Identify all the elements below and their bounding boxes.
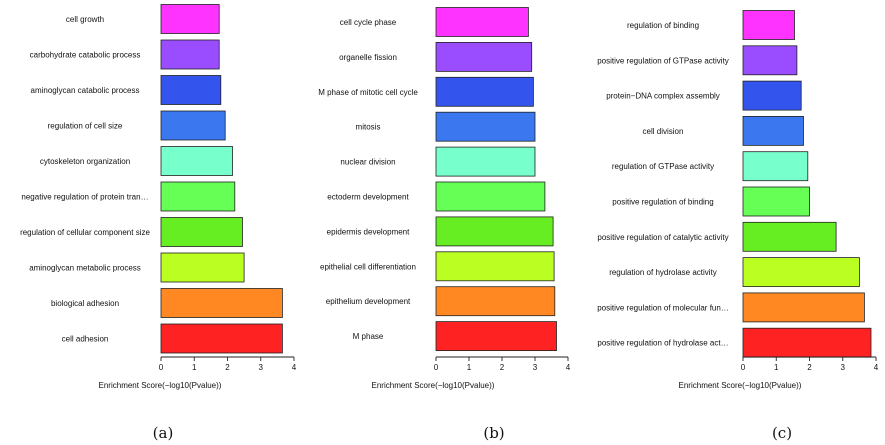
- bar-3: [435, 76, 534, 107]
- bar-10: [742, 327, 872, 358]
- bar-2: [435, 42, 533, 72]
- bar-2: [742, 45, 798, 76]
- category-label: biological adhesion: [51, 299, 119, 308]
- x-tick-label: 4: [292, 363, 297, 372]
- panel-b: cell cycle phase organelle fission M phase…: [318, 7, 571, 442]
- bar-4: [160, 110, 226, 141]
- bar-9: [160, 288, 283, 318]
- bar-4: [742, 116, 804, 146]
- category-label: regulation of cell size: [48, 122, 123, 131]
- x-tick-label: 0: [741, 363, 746, 372]
- bar-10: [160, 323, 283, 354]
- category-label: positive regulation of catalytic activit…: [597, 233, 728, 242]
- category-label: cell adhesion: [62, 335, 109, 344]
- bar-8: [435, 251, 555, 282]
- x-axis-label: Enrichment Score(−log10(Pvalue)): [372, 381, 495, 390]
- category-label: epidermis development: [327, 227, 410, 236]
- category-label: cell division: [643, 127, 684, 136]
- x-tick-label: 4: [874, 363, 879, 372]
- bar-8: [160, 252, 245, 283]
- bar-5: [742, 151, 809, 182]
- bar-6: [160, 181, 236, 212]
- bar-2: [160, 39, 220, 70]
- bar-9: [435, 286, 556, 317]
- x-tick-label: 2: [500, 363, 505, 372]
- category-label: nuclear division: [340, 158, 395, 167]
- category-label: positive regulation of hydrolase act…: [597, 339, 728, 348]
- bar-10: [435, 321, 557, 352]
- bar-7: [160, 217, 243, 247]
- category-label: ectoderm development: [327, 193, 409, 202]
- bar-5: [160, 146, 233, 176]
- category-label: aminoglycan catabolic process: [31, 86, 140, 95]
- panel-c: regulation of binding positive regulation…: [597, 10, 879, 442]
- bar-1: [742, 10, 795, 40]
- category-label: cell growth: [66, 15, 104, 24]
- panel-label: (b): [483, 424, 504, 442]
- bar-6: [742, 186, 810, 217]
- category-label: regulation of binding: [627, 21, 699, 30]
- panel-a: cell growth carbohydrate catabolic proces…: [20, 4, 297, 442]
- bar-8: [742, 257, 860, 288]
- category-label: epithelial cell differentiation: [320, 262, 416, 271]
- x-tick-label: 2: [807, 363, 812, 372]
- x-axis-label: Enrichment Score(−log10(Pvalue)): [679, 381, 802, 390]
- category-label: carbohydrate catabolic process: [30, 51, 141, 60]
- x-tick-label: 1: [467, 363, 472, 372]
- category-label: regulation of GTPase activity: [612, 162, 714, 171]
- category-label: positive regulation of binding: [612, 198, 713, 207]
- category-label: epithelium development: [326, 297, 411, 306]
- x-tick-label: 2: [225, 363, 230, 372]
- category-label: protein−DNA complex assembly: [606, 92, 720, 101]
- bar-4: [435, 111, 536, 142]
- bar-3: [742, 80, 802, 111]
- bar-1: [160, 4, 220, 34]
- category-label: M phase of mitotic cell cycle: [318, 88, 418, 97]
- bar-6: [435, 181, 546, 212]
- category-label: positive regulation of molecular fun…: [597, 303, 729, 312]
- bar-7: [435, 216, 554, 247]
- bar-7: [742, 221, 837, 252]
- bar-5: [435, 146, 536, 177]
- panel-label: (c): [772, 424, 792, 442]
- category-label: organelle fission: [339, 53, 397, 62]
- category-label: positive regulation of GTPase activity: [597, 56, 729, 65]
- panel-label: (a): [153, 424, 174, 442]
- x-tick-label: 4: [566, 363, 571, 372]
- category-label: M phase: [353, 332, 384, 341]
- category-label: regulation of hydrolase activity: [609, 268, 717, 277]
- x-tick-label: 0: [159, 363, 164, 372]
- x-tick-label: 3: [533, 363, 538, 372]
- category-label: mitosis: [356, 123, 381, 132]
- bar-9: [742, 292, 865, 323]
- bar-3: [160, 75, 222, 105]
- x-tick-label: 3: [841, 363, 846, 372]
- category-label: regulation of cellular component size: [20, 228, 150, 237]
- x-tick-label: 1: [774, 363, 779, 372]
- x-tick-label: 0: [434, 363, 439, 372]
- x-tick-label: 1: [192, 363, 197, 372]
- x-axis-label: Enrichment Score(−log10(Pvalue)): [99, 381, 222, 390]
- category-label: negative regulation of protein tran…: [21, 193, 148, 202]
- category-label: cell cycle phase: [340, 18, 397, 27]
- category-label: aminoglycan metabolic process: [29, 264, 141, 273]
- x-tick-label: 3: [259, 363, 264, 372]
- category-label: cytoskeleton organization: [40, 157, 130, 166]
- bar-1: [435, 7, 529, 37]
